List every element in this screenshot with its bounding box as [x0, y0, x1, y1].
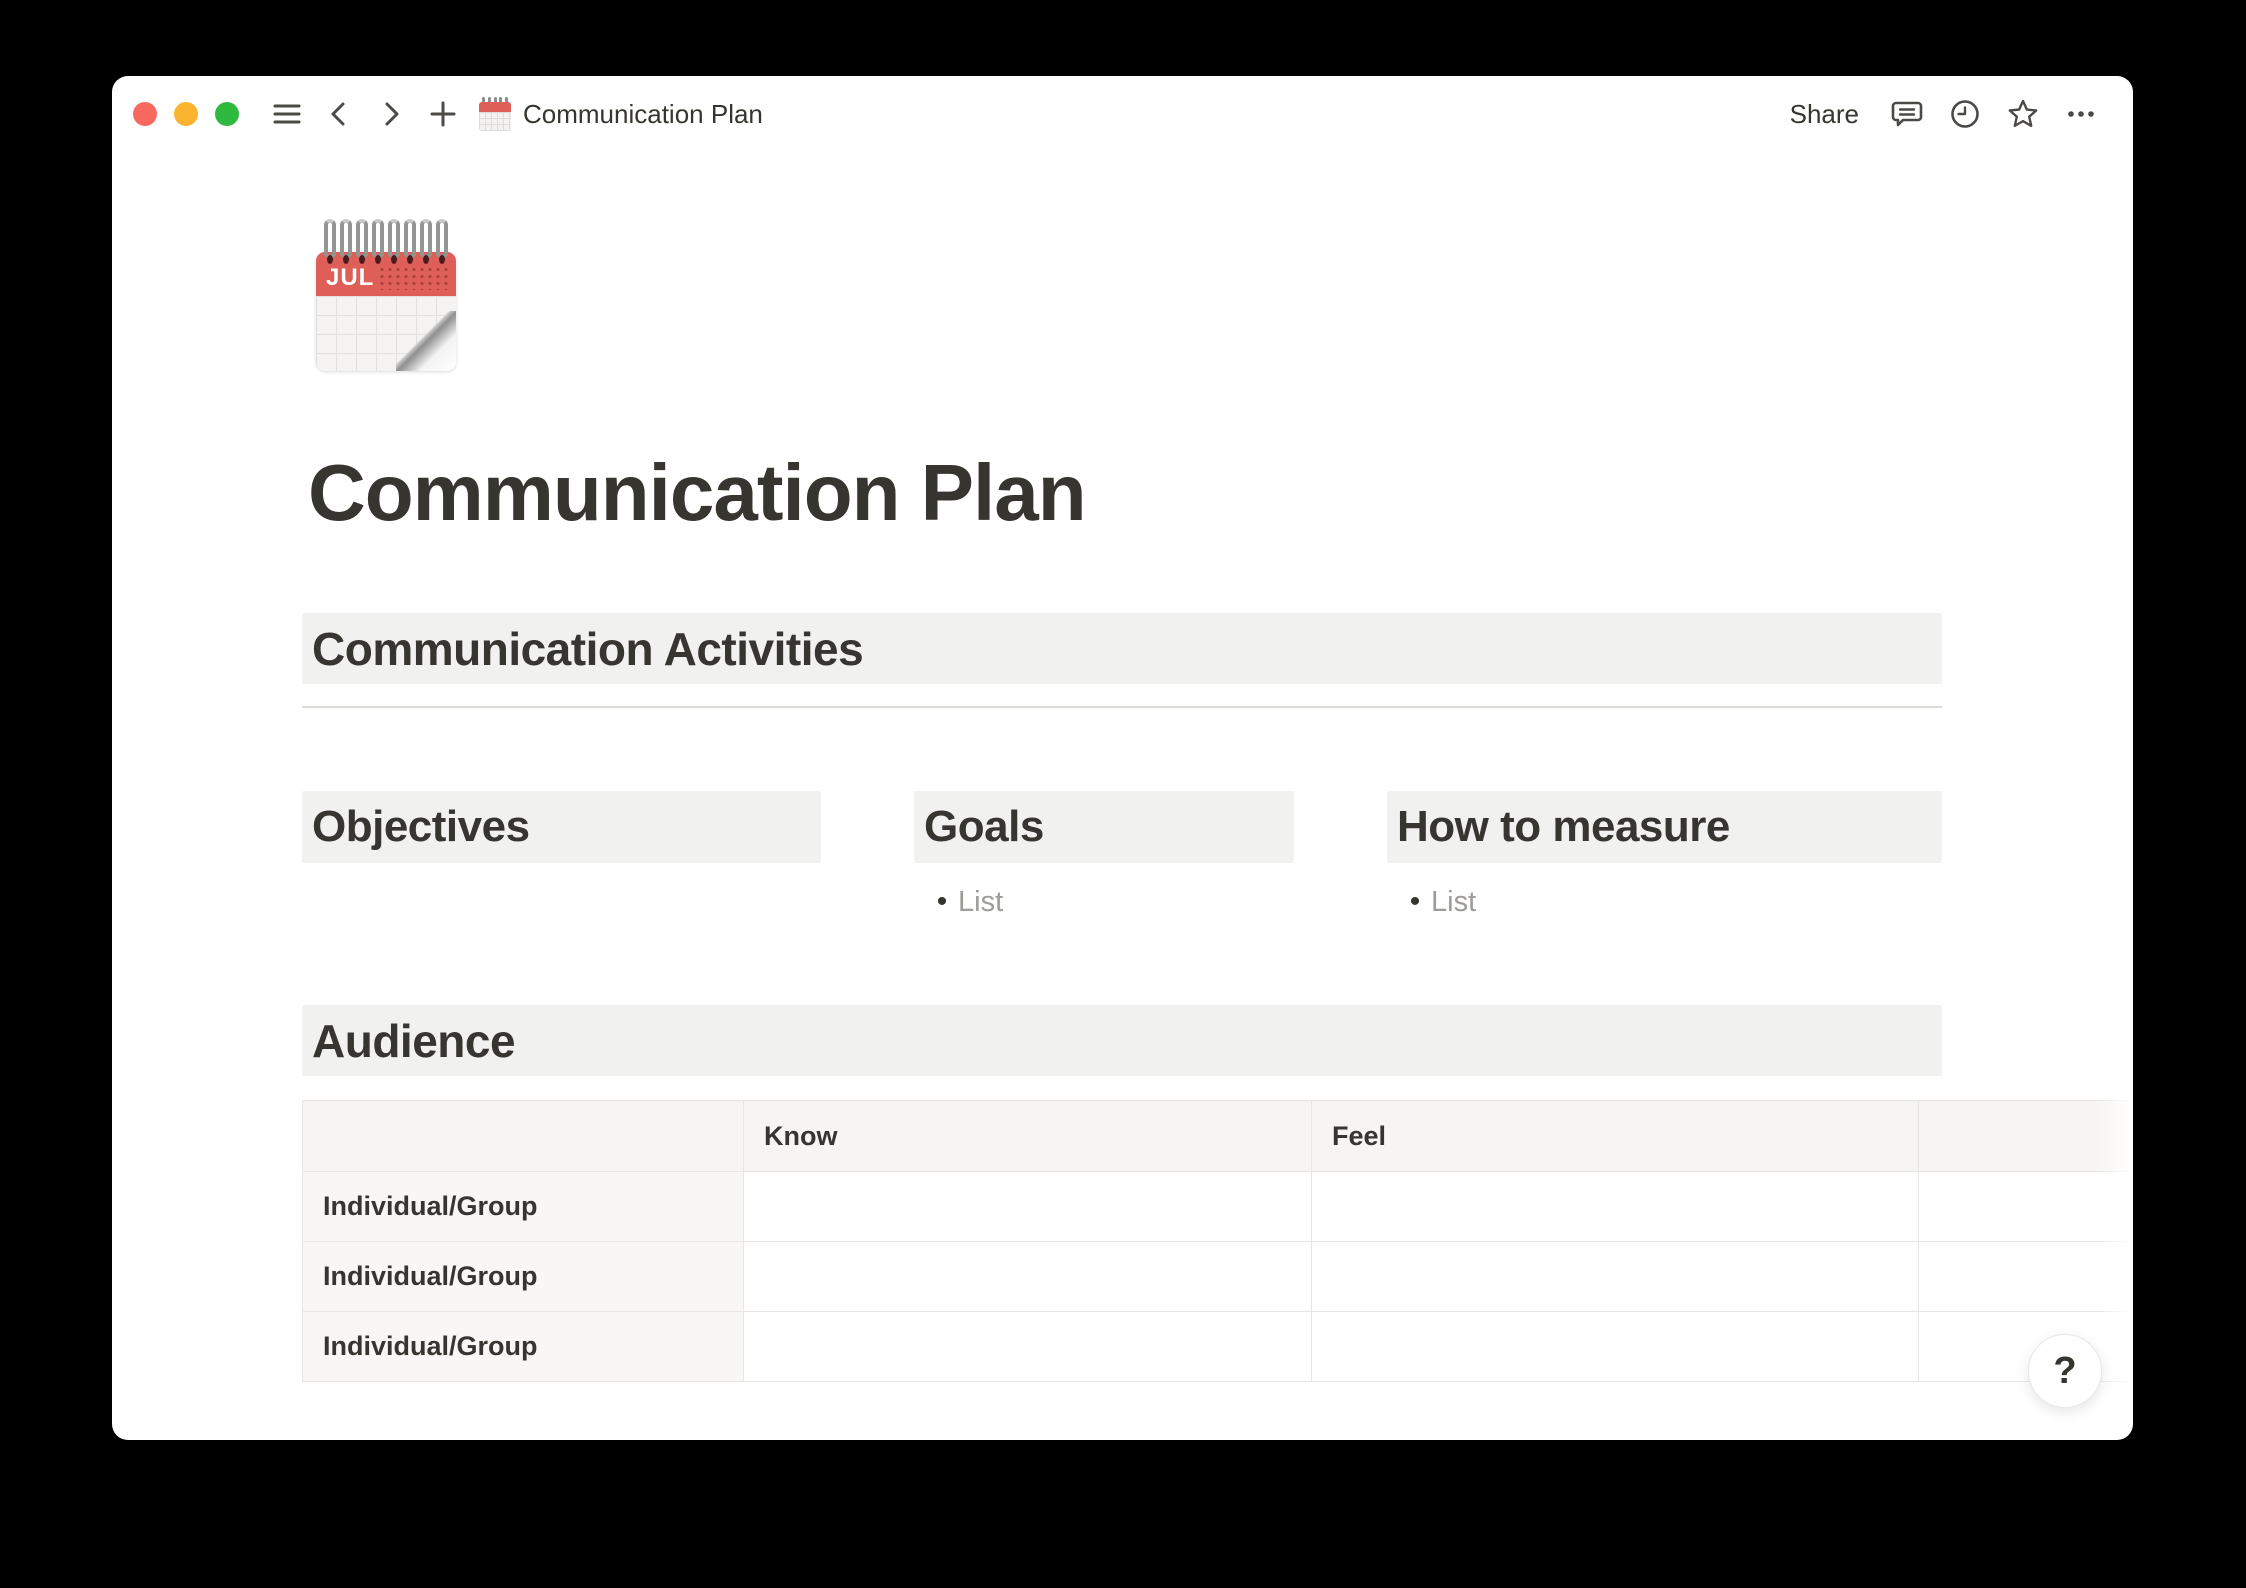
sidebar-toggle-button[interactable]	[265, 92, 309, 136]
column-objectives: Objectives	[302, 791, 822, 863]
toolbar-actions: Share	[1778, 91, 2103, 138]
comment-icon	[1890, 97, 1924, 131]
minimize-window-button[interactable]	[174, 102, 198, 126]
more-options-button[interactable]	[2059, 92, 2103, 136]
breadcrumb[interactable]: Communication Plan	[479, 97, 763, 131]
chevron-left-icon	[324, 99, 354, 129]
page-content: JUL Communication Plan Communication Act…	[112, 219, 2133, 1076]
list-item[interactable]: List	[914, 881, 1294, 923]
table-cell[interactable]	[743, 1311, 1312, 1382]
divider	[302, 706, 1942, 708]
table-row: Individual/Group	[302, 1311, 2133, 1382]
column-goals: Goals List	[914, 791, 1295, 923]
clock-icon	[1948, 97, 1982, 131]
heading-goals[interactable]: Goals	[914, 791, 1295, 863]
page-emoji-icon	[479, 97, 511, 131]
table-cell[interactable]	[1918, 1241, 2133, 1312]
list-placeholder: List	[958, 886, 1004, 918]
ellipsis-icon	[2064, 97, 2098, 131]
favorite-button[interactable]	[2001, 92, 2045, 136]
plus-icon	[427, 98, 459, 130]
table-cell[interactable]	[1311, 1241, 1919, 1312]
heading-objectives[interactable]: Objectives	[302, 791, 822, 863]
page-icon-calendar[interactable]: JUL	[316, 219, 456, 371]
calendar-month-label: JUL	[326, 264, 375, 291]
zoom-window-button[interactable]	[215, 102, 239, 126]
table-header-know[interactable]: Know	[743, 1100, 1312, 1172]
table-header-feel[interactable]: Feel	[1311, 1100, 1919, 1172]
table-cell[interactable]	[743, 1171, 1312, 1242]
audience-table: Know Feel Individual/Group Individual/Gr…	[302, 1100, 2133, 1382]
new-tab-button[interactable]	[421, 92, 465, 136]
back-button[interactable]	[317, 92, 361, 136]
hamburger-menu-icon	[271, 98, 303, 130]
heading-communication-activities[interactable]: Communication Activities	[302, 613, 1942, 684]
column-how-to-measure: How to measure List	[1387, 791, 1942, 923]
heading-how-to-measure[interactable]: How to measure	[1387, 791, 1942, 863]
row-label-cell[interactable]: Individual/Group	[302, 1241, 744, 1312]
breadcrumb-page-title: Communication Plan	[523, 98, 763, 129]
close-window-button[interactable]	[133, 102, 157, 126]
table-cell[interactable]	[1311, 1171, 1919, 1242]
chevron-right-icon	[376, 99, 406, 129]
table-header-row: Know Feel	[302, 1100, 2133, 1172]
forward-button[interactable]	[369, 92, 413, 136]
toolbar-nav-group	[265, 92, 465, 136]
share-button[interactable]: Share	[1778, 91, 1871, 138]
notion-window: Communication Plan Share	[112, 76, 2133, 1440]
table-header-cell[interactable]	[302, 1100, 744, 1172]
page-title[interactable]: Communication Plan	[308, 448, 1087, 537]
table-cell[interactable]	[1311, 1311, 1919, 1382]
star-icon	[2006, 97, 2040, 131]
row-label-cell[interactable]: Individual/Group	[302, 1171, 744, 1242]
table-row: Individual/Group	[302, 1241, 2133, 1312]
table-cell[interactable]	[743, 1241, 1312, 1312]
table-header-cell[interactable]	[1918, 1100, 2133, 1172]
table-cell[interactable]	[1918, 1171, 2133, 1242]
calendar-emoji: JUL	[316, 252, 456, 371]
help-button[interactable]: ?	[2028, 1334, 2102, 1408]
list-placeholder: List	[1431, 886, 1477, 918]
heading-audience[interactable]: Audience	[302, 1005, 1942, 1076]
three-column-layout: Objectives Goals List How to measure Lis…	[302, 791, 1942, 923]
list-item[interactable]: List	[1387, 881, 1942, 923]
row-label-cell[interactable]: Individual/Group	[302, 1311, 744, 1382]
history-button[interactable]	[1943, 92, 1987, 136]
window-toolbar: Communication Plan Share	[112, 76, 2133, 152]
comments-button[interactable]	[1885, 92, 1929, 136]
window-controls	[133, 102, 239, 126]
table-row: Individual/Group	[302, 1171, 2133, 1242]
